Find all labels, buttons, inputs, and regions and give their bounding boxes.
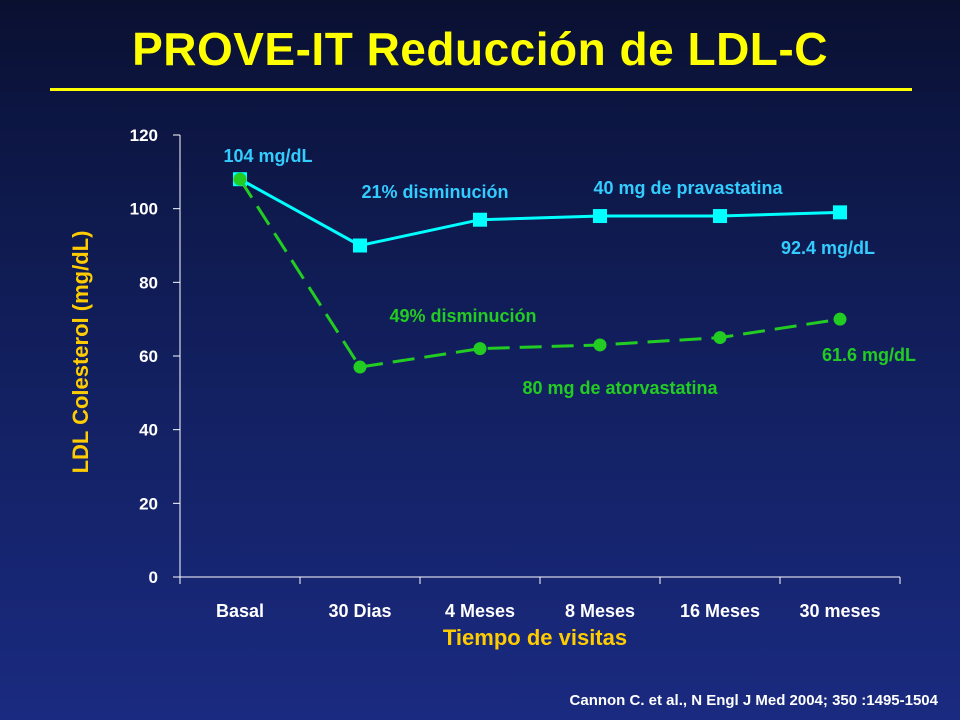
- y-axis-title: LDL Colesterol (mg/dL): [68, 231, 93, 474]
- atorvastatin-point: [233, 172, 247, 186]
- series-label-atorvastatin: 80 mg de atorvastatina: [522, 378, 718, 398]
- x-tick-label: 30 meses: [799, 601, 880, 621]
- pravastatin-point: [833, 205, 847, 220]
- pravastatin-point: [473, 212, 487, 227]
- annotation-atorva-reduction: 49% disminución: [389, 306, 536, 326]
- x-tick-label: 30 Dias: [328, 601, 391, 621]
- pravastatin-point: [353, 238, 367, 253]
- x-tick-label: 8 Meses: [565, 601, 635, 621]
- atorvastatin-line: [238, 178, 841, 369]
- y-tick-label: 120: [130, 126, 158, 145]
- atorvastatin-point: [593, 338, 607, 352]
- title-divider: [50, 88, 912, 91]
- x-tick-label: Basal: [216, 601, 264, 621]
- citation: Cannon C. et al., N Engl J Med 2004; 350…: [569, 692, 938, 709]
- annotation-atorva-final: 61.6 mg/dL: [822, 345, 916, 365]
- y-tick-label: 40: [139, 421, 158, 440]
- series-label-pravastatin: 40 mg de pravastatina: [593, 178, 783, 198]
- atorvastatin-point: [833, 312, 847, 326]
- atorvastatin-point: [353, 360, 367, 374]
- x-tick-label: 4 Meses: [445, 601, 515, 621]
- page-title: PROVE-IT Reducción de LDL-C: [132, 23, 828, 75]
- x-tick-label: 16 Meses: [680, 601, 760, 621]
- pravastatin-line: [239, 177, 841, 248]
- y-tick-label: 20: [139, 494, 158, 513]
- y-tick-label: 0: [149, 568, 158, 587]
- chart-axes: 0 20 40 60 80 100 120 Basal 30 Dias 4 Meses 8 Mese…: [68, 126, 901, 650]
- chart-labels: 104 mg/dL 21% disminución 40 mg de pravast…: [223, 146, 916, 398]
- x-axis-title: Tiempo de visitas: [443, 625, 627, 650]
- annotation-baseline: 104 mg/dL: [223, 146, 312, 166]
- annotation-prava-final: 92.4 mg/dL: [781, 238, 875, 258]
- y-tick-label: 80: [139, 273, 158, 292]
- pravastatin-point: [593, 209, 607, 224]
- chart-series: [233, 172, 847, 374]
- annotation-prava-reduction: 21% disminución: [361, 182, 508, 202]
- y-tick-label: 60: [139, 347, 158, 366]
- atorvastatin-point: [473, 342, 487, 356]
- pravastatin-point: [713, 209, 727, 224]
- y-tick-label: 100: [130, 200, 158, 219]
- atorvastatin-point: [713, 331, 727, 345]
